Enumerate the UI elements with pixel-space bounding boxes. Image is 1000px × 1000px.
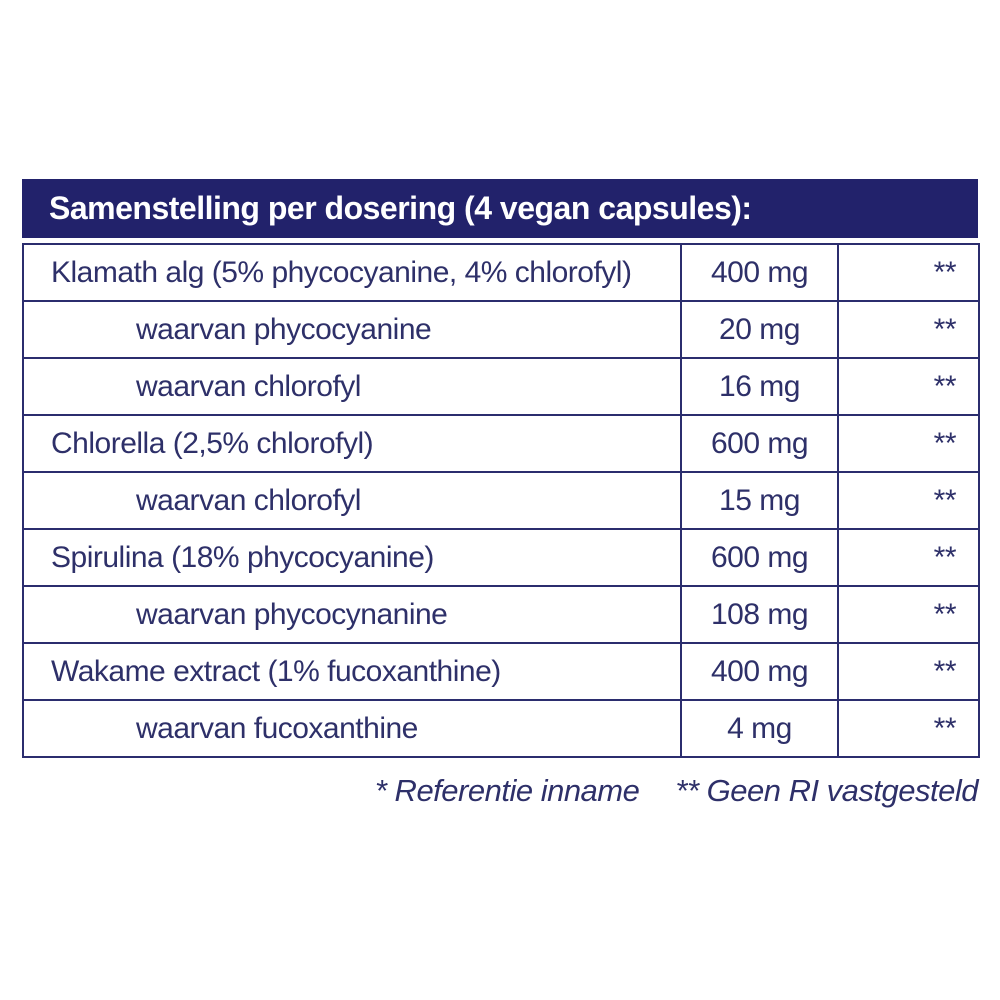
table-row: waarvan chlorofyl 15 mg ** xyxy=(22,471,980,530)
ri-cell: ** xyxy=(837,642,980,701)
table-title-bar: Samenstelling per dosering (4 vegan caps… xyxy=(22,179,978,238)
table-row: waarvan phycocynanine 108 mg ** xyxy=(22,585,980,644)
ingredient-cell: Spirulina (18% phycocyanine) xyxy=(22,528,682,587)
ingredient-cell: Wakame extract (1% fucoxanthine) xyxy=(22,642,682,701)
amount-cell: 600 mg xyxy=(680,414,839,473)
ingredient-cell: waarvan chlorofyl xyxy=(22,471,682,530)
footnote-reference-intake: * Referentie inname xyxy=(374,773,640,808)
ri-cell: ** xyxy=(837,414,980,473)
amount-cell: 15 mg xyxy=(680,471,839,530)
amount-cell: 20 mg xyxy=(680,300,839,359)
amount-cell: 600 mg xyxy=(680,528,839,587)
ri-cell: ** xyxy=(837,585,980,644)
amount-cell: 16 mg xyxy=(680,357,839,416)
ingredient-cell: waarvan phycocyanine xyxy=(22,300,682,359)
amount-cell: 400 mg xyxy=(680,243,839,302)
table-row: waarvan phycocyanine 20 mg ** xyxy=(22,300,980,359)
amount-cell: 4 mg xyxy=(680,699,839,758)
ingredient-cell: Klamath alg (5% phycocyanine, 4% chlorof… xyxy=(22,243,682,302)
footnote-no-ri: ** Geen RI vastgesteld xyxy=(675,773,978,808)
amount-cell: 108 mg xyxy=(680,585,839,644)
ri-cell: ** xyxy=(837,528,980,587)
amount-cell: 400 mg xyxy=(680,642,839,701)
footnotes: * Referentie inname ** Geen RI vastgestel… xyxy=(22,773,979,809)
ri-cell: ** xyxy=(837,357,980,416)
ingredient-cell: waarvan phycocynanine xyxy=(22,585,682,644)
ingredient-cell: Chlorella (2,5% chlorofyl) xyxy=(22,414,682,473)
ri-cell: ** xyxy=(837,243,980,302)
table-row: Klamath alg (5% phycocyanine, 4% chlorof… xyxy=(22,243,980,302)
composition-table: Klamath alg (5% phycocyanine, 4% chlorof… xyxy=(22,243,980,758)
ri-cell: ** xyxy=(837,699,980,758)
ingredient-cell: waarvan chlorofyl xyxy=(22,357,682,416)
ri-cell: ** xyxy=(837,300,980,359)
ingredient-cell: waarvan fucoxanthine xyxy=(22,699,682,758)
table-row: waarvan chlorofyl 16 mg ** xyxy=(22,357,980,416)
table-row: Chlorella (2,5% chlorofyl) 600 mg ** xyxy=(22,414,980,473)
table-row: waarvan fucoxanthine 4 mg ** xyxy=(22,699,980,758)
ri-cell: ** xyxy=(837,471,980,530)
table-row: Wakame extract (1% fucoxanthine) 400 mg … xyxy=(22,642,980,701)
table-title: Samenstelling per dosering (4 vegan caps… xyxy=(49,190,752,226)
table-row: Spirulina (18% phycocyanine) 600 mg ** xyxy=(22,528,980,587)
